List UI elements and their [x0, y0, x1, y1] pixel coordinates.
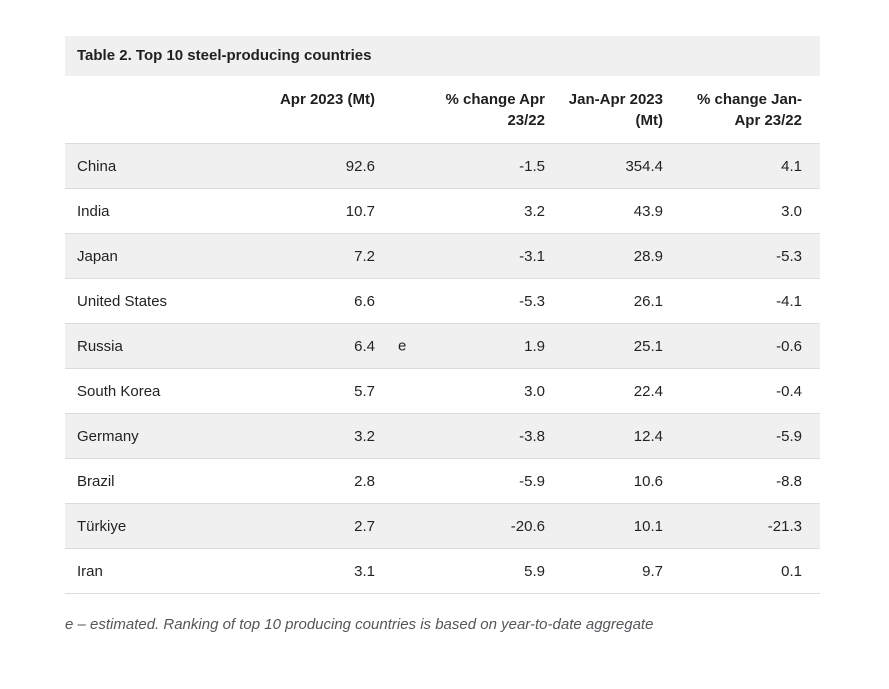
pct-change-jan-apr-cell: -21.3: [681, 503, 820, 549]
apr-2023-cell: 92.6: [255, 143, 393, 189]
country-cell: China: [65, 143, 255, 189]
pct-change-apr-cell: -3.1: [393, 233, 563, 279]
pct-change-jan-apr-cell: -4.1: [681, 278, 820, 324]
country-cell: South Korea: [65, 368, 255, 414]
country-cell: Iran: [65, 548, 255, 594]
header-line-1: Jan-Apr 2023: [568, 91, 663, 108]
pct-change-apr-cell: -3.8: [393, 413, 563, 459]
apr-2023-cell: 2.7: [255, 503, 393, 549]
apr-2023-value: 6.6: [354, 292, 375, 310]
country-cell: Japan: [65, 233, 255, 279]
jan-apr-2023-cell: 10.1: [563, 503, 681, 549]
table-row-united-states: United States 6.6 -5.3 26.1 -4.1: [65, 278, 820, 324]
table-row-germany: Germany 3.2 -3.8 12.4 -5.9: [65, 413, 820, 459]
table-row-turkiye: Türkiye 2.7 -20.6 10.1 -21.3: [65, 503, 820, 549]
country-cell: United States: [65, 278, 255, 324]
pct-change-jan-apr-cell: 0.1: [681, 548, 820, 594]
table-row-brazil: Brazil 2.8 -5.9 10.6 -8.8: [65, 458, 820, 504]
country-cell: Brazil: [65, 458, 255, 504]
table-title: Table 2. Top 10 steel-producing countrie…: [65, 36, 820, 76]
pct-change-jan-apr-cell: -0.4: [681, 368, 820, 414]
column-header-pct-change-apr: % change Apr 23/22: [393, 76, 563, 144]
column-header-country: [65, 76, 255, 144]
apr-2023-value: 2.8: [354, 472, 375, 490]
header-line-1: % change Apr: [445, 91, 545, 108]
pct-change-apr-cell: 5.9: [393, 548, 563, 594]
country-cell: Germany: [65, 413, 255, 459]
header-line-2: Apr 23/22: [734, 112, 802, 129]
header-line-1: % change Jan-: [696, 91, 802, 108]
pct-change-jan-apr-cell: -5.9: [681, 413, 820, 459]
jan-apr-2023-cell: 28.9: [563, 233, 681, 279]
table-row-iran: Iran 3.1 5.9 9.7 0.1: [65, 548, 820, 594]
table-body: China 92.6 -1.5 354.4 4.1 India 10.7 3.2…: [65, 143, 820, 594]
apr-2023-value: 5.7: [354, 382, 375, 400]
apr-2023-cell: 10.7: [255, 188, 393, 234]
pct-change-apr-cell: -5.9: [393, 458, 563, 504]
country-cell: India: [65, 188, 255, 234]
apr-2023-value: 3.2: [354, 427, 375, 445]
apr-2023-cell: 3.2: [255, 413, 393, 459]
apr-2023-cell: 5.7: [255, 368, 393, 414]
steel-production-table: Apr 2023 (Mt) % change Apr 23/22 Jan-Apr…: [65, 76, 820, 594]
steel-table-panel: Table 2. Top 10 steel-producing countrie…: [65, 36, 820, 633]
pct-change-apr-cell: -20.6: [393, 503, 563, 549]
jan-apr-2023-cell: 22.4: [563, 368, 681, 414]
pct-change-apr-cell: 1.9: [393, 323, 563, 369]
pct-change-jan-apr-cell: -5.3: [681, 233, 820, 279]
table-row-russia: Russia 6.4 e 1.9 25.1 -0.6: [65, 323, 820, 369]
pct-change-apr-cell: -5.3: [393, 278, 563, 324]
jan-apr-2023-cell: 25.1: [563, 323, 681, 369]
pct-change-apr-cell: 3.0: [393, 368, 563, 414]
apr-2023-value: 92.6: [345, 157, 375, 175]
country-cell: Türkiye: [65, 503, 255, 549]
table-row-china: China 92.6 -1.5 354.4 4.1: [65, 143, 820, 189]
apr-2023-value: 2.7: [354, 517, 375, 535]
pct-change-jan-apr-cell: 3.0: [681, 188, 820, 234]
header-line-1: Apr 2023 (Mt): [279, 91, 375, 108]
estimated-marker: e: [398, 337, 407, 355]
jan-apr-2023-cell: 10.6: [563, 458, 681, 504]
header-line-2: 23/22: [507, 112, 545, 129]
pct-change-apr-cell: -1.5: [393, 143, 563, 189]
table-row-japan: Japan 7.2 -3.1 28.9 -5.3: [65, 233, 820, 279]
jan-apr-2023-cell: 12.4: [563, 413, 681, 459]
table-header: Apr 2023 (Mt) % change Apr 23/22 Jan-Apr…: [65, 76, 820, 144]
pct-change-apr-cell: 3.2: [393, 188, 563, 234]
pct-change-jan-apr-cell: 4.1: [681, 143, 820, 189]
table-footnote: e – estimated. Ranking of top 10 produci…: [65, 616, 654, 633]
apr-2023-cell: 2.8: [255, 458, 393, 504]
apr-2023-cell: 6.4 e: [255, 323, 406, 369]
table-row-south-korea: South Korea 5.7 3.0 22.4 -0.4: [65, 368, 820, 414]
apr-2023-cell: 7.2: [255, 233, 393, 279]
column-header-apr-2023: Apr 2023 (Mt): [255, 76, 393, 144]
jan-apr-2023-cell: 26.1: [563, 278, 681, 324]
country-cell: Russia: [65, 323, 255, 369]
apr-2023-value: 6.4: [354, 337, 375, 355]
apr-2023-value: 10.7: [345, 202, 375, 220]
apr-2023-cell: 6.6: [255, 278, 393, 324]
apr-2023-value: 7.2: [354, 247, 375, 265]
table-row-india: India 10.7 3.2 43.9 3.0: [65, 188, 820, 234]
pct-change-jan-apr-cell: -8.8: [681, 458, 820, 504]
pct-change-jan-apr-cell: -0.6: [681, 323, 820, 369]
jan-apr-2023-cell: 354.4: [563, 143, 681, 189]
column-header-pct-change-jan-apr: % change Jan- Apr 23/22: [681, 76, 820, 144]
jan-apr-2023-cell: 43.9: [563, 188, 681, 234]
jan-apr-2023-cell: 9.7: [563, 548, 681, 594]
apr-2023-cell: 3.1: [255, 548, 393, 594]
apr-2023-value: 3.1: [354, 562, 375, 580]
column-header-jan-apr-2023: Jan-Apr 2023 (Mt): [563, 76, 681, 144]
header-line-2: (Mt): [635, 112, 663, 129]
header-row: Apr 2023 (Mt) % change Apr 23/22 Jan-Apr…: [65, 76, 820, 144]
